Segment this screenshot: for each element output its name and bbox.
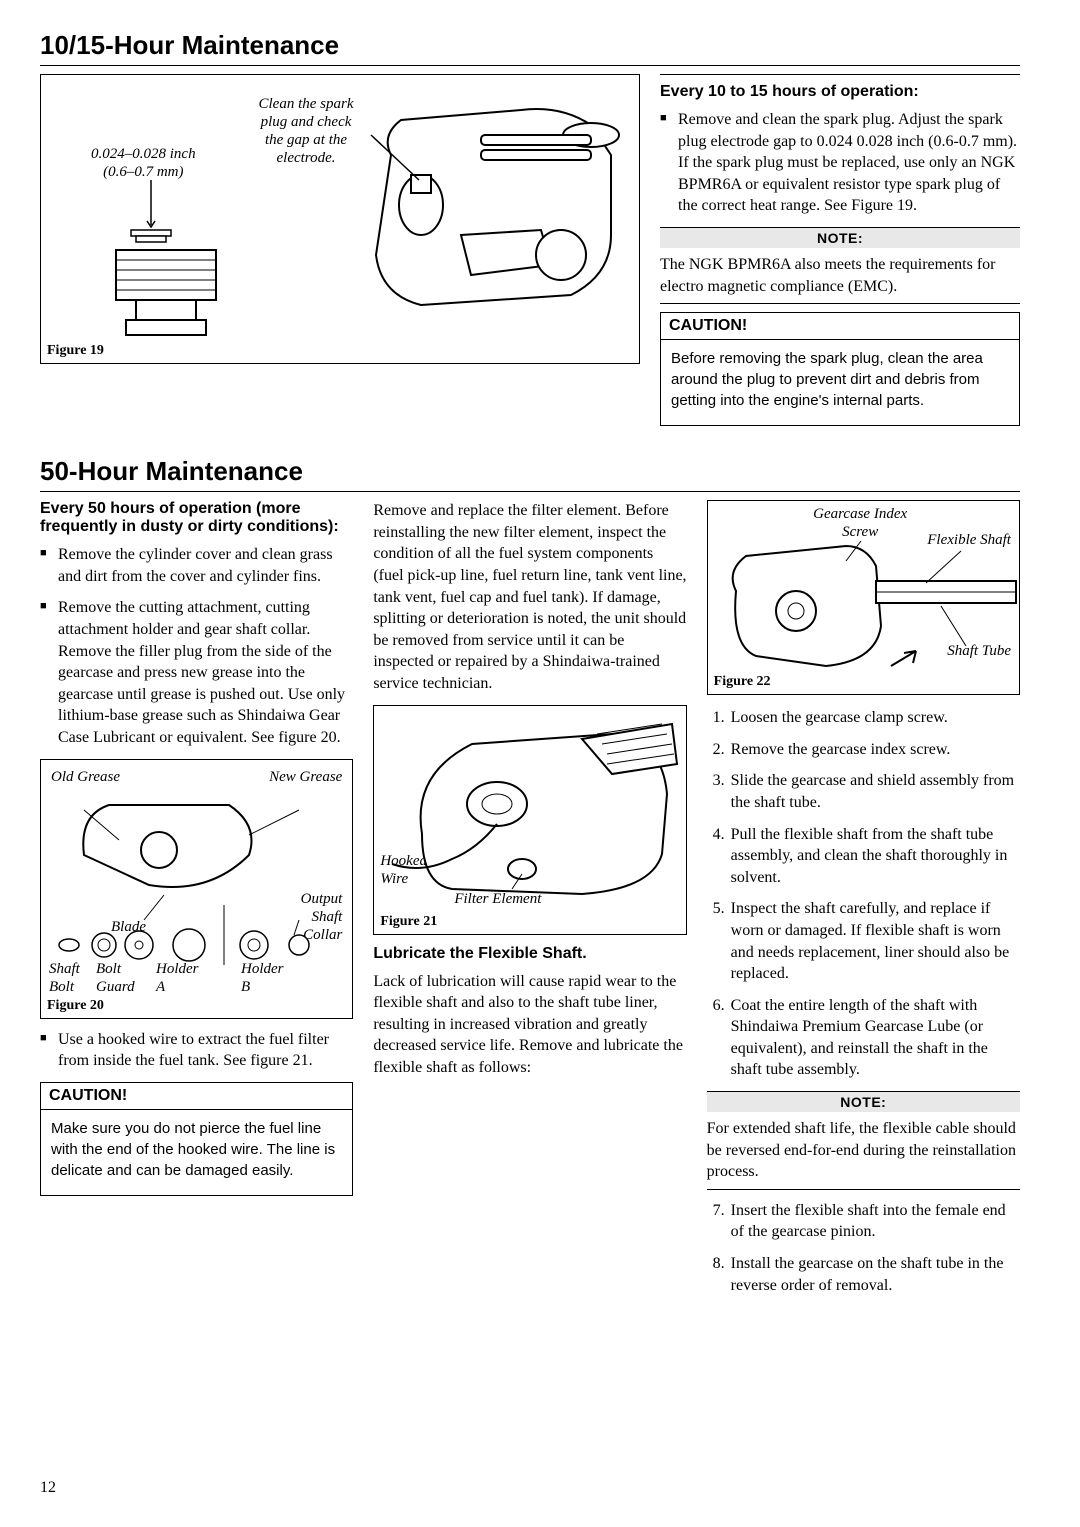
s2c3-s6: Coat the entire length of the shaft with… <box>729 995 1020 1081</box>
fig19-caption: Figure 19 <box>47 343 104 359</box>
fig21-svg <box>382 714 682 914</box>
fig20-oldgrease: Old Grease <box>51 769 120 785</box>
s2c1-b2: Remove the cutting attachment, cutting a… <box>40 597 353 748</box>
s2c1-caution-text: Make sure you do not pierce the fuel lin… <box>41 1110 352 1195</box>
s2c2-p1: Remove and replace the filter element. B… <box>373 500 686 694</box>
s2c1-b3: Use a hooked wire to extract the fuel fi… <box>40 1029 353 1072</box>
s2c3-s8: Install the gearcase on the shaft tube i… <box>729 1253 1020 1296</box>
fig20-caption: Figure 20 <box>47 998 104 1014</box>
s2c1-heading: Every 50 hours of operation (more freque… <box>40 500 353 536</box>
s2c2-p2: Lack of lubrication will cause rapid wea… <box>373 971 686 1079</box>
s2c3-s5: Inspect the shaft carefully, and replace… <box>729 898 1020 984</box>
fig21-caption: Figure 21 <box>380 914 437 930</box>
s2c1-b1: Remove the cylinder cover and clean gras… <box>40 544 353 587</box>
s1-caution-text: Before removing the spark plug, clean th… <box>661 340 1019 425</box>
figure-21: Hooked Wire Filter Element Figure 21 <box>373 705 686 935</box>
figure-19: 0.024–0.028 inch (0.6–0.7 mm) Clean the … <box>40 74 640 364</box>
s2c2-lubhead: Lubricate the Flexible Shaft. <box>373 945 686 963</box>
fig19-engine-svg <box>361 95 631 345</box>
s2c3-s3: Slide the gearcase and shield assembly f… <box>729 770 1020 813</box>
s1-bullet1: Remove and clean the spark plug. Adjust … <box>660 109 1020 217</box>
figure-20: Old Grease New Grease Output Shaft Colla… <box>40 759 353 1019</box>
s1-note-text: The NGK BPMR6A also meets the requiremen… <box>660 248 1020 304</box>
s2c3-note-text: For extended shaft life, the flexible ca… <box>707 1112 1020 1190</box>
section1-title: 10/15-Hour Maintenance <box>40 30 1020 66</box>
fig22-caption: Figure 22 <box>714 674 771 690</box>
s2c3-s4: Pull the flexible shaft from the shaft t… <box>729 824 1020 889</box>
page-number: 12 <box>40 1479 56 1497</box>
s2c1-caution-label: CAUTION! <box>41 1083 352 1110</box>
fig19-gap1: 0.024–0.028 inch <box>91 146 196 162</box>
s2c3-note-label: NOTE: <box>707 1091 1020 1112</box>
section2-title: 50-Hour Maintenance <box>40 456 1020 492</box>
figure-22: Gearcase Index Screw Flexible Shaft Shaf… <box>707 500 1020 695</box>
fig20-svg <box>49 795 349 995</box>
s1-right-heading: Every 10 to 15 hours of operation: <box>660 83 1020 101</box>
fig22-svg <box>716 511 1026 686</box>
s1-caution-label: CAUTION! <box>661 313 1019 340</box>
fig19-clean: Clean the spark plug and check the gap a… <box>251 95 361 167</box>
s1-note-label: NOTE: <box>660 227 1020 248</box>
s2c3-s2: Remove the gearcase index screw. <box>729 739 1020 761</box>
fig19-sparkplug-svg <box>101 175 241 345</box>
s2c3-s7: Insert the flexible shaft into the femal… <box>729 1200 1020 1243</box>
s2c3-s1: Loosen the gearcase clamp screw. <box>729 707 1020 729</box>
fig20-newgrease: New Grease <box>269 769 342 785</box>
